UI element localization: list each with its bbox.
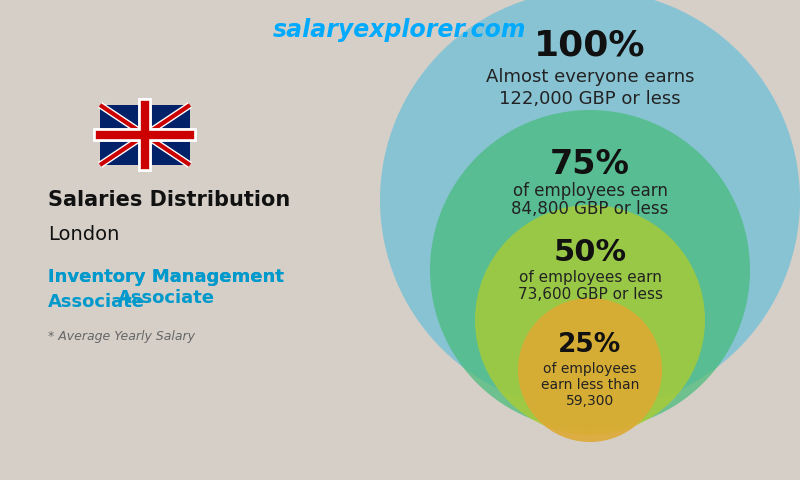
Circle shape	[380, 0, 800, 410]
Text: 100%: 100%	[534, 28, 646, 62]
Circle shape	[475, 205, 705, 435]
Text: Salaries Distribution: Salaries Distribution	[48, 190, 290, 210]
Text: earn less than: earn less than	[541, 378, 639, 392]
Circle shape	[430, 110, 750, 430]
Circle shape	[518, 298, 662, 442]
Text: * Average Yearly Salary: * Average Yearly Salary	[48, 330, 195, 343]
Text: Inventory Management
Associate: Inventory Management Associate	[48, 268, 284, 311]
Text: 25%: 25%	[558, 332, 622, 358]
Bar	[100, 105, 190, 165]
Text: Almost everyone earns: Almost everyone earns	[486, 68, 694, 86]
Text: of employees earn: of employees earn	[513, 182, 667, 200]
Text: of employees earn: of employees earn	[518, 270, 662, 285]
Text: 75%: 75%	[550, 148, 630, 181]
Text: 59,300: 59,300	[566, 394, 614, 408]
Text: London: London	[48, 225, 119, 244]
Text: salaryexplorer.com: salaryexplorer.com	[274, 18, 526, 42]
Text: 84,800 GBP or less: 84,800 GBP or less	[511, 200, 669, 218]
Text: 122,000 GBP or less: 122,000 GBP or less	[499, 90, 681, 108]
Text: 50%: 50%	[554, 238, 626, 267]
Text: Inventory Management
Associate: Inventory Management Associate	[48, 268, 284, 307]
Text: of employees: of employees	[543, 362, 637, 376]
Text: 73,600 GBP or less: 73,600 GBP or less	[518, 287, 662, 302]
